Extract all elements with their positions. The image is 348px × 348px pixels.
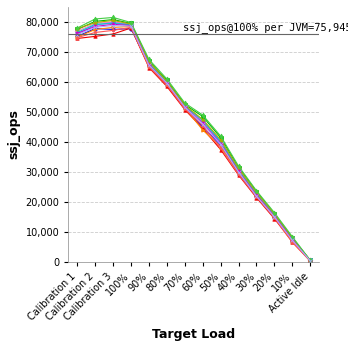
Y-axis label: ssj_ops: ssj_ops <box>7 110 20 159</box>
Text: ssj_ops@100% per JVM=75,945: ssj_ops@100% per JVM=75,945 <box>183 22 348 33</box>
X-axis label: Target Load: Target Load <box>152 328 235 341</box>
